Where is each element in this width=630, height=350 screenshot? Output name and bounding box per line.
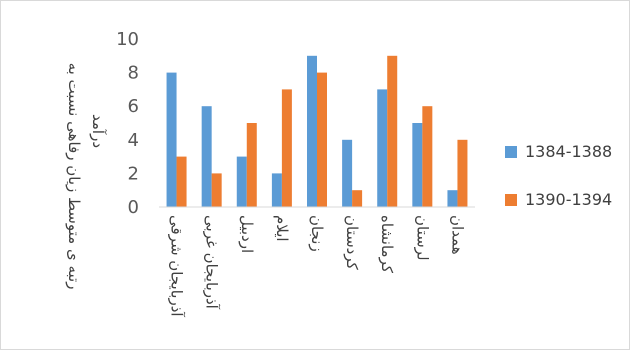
bar-1384-1388-1 bbox=[166, 72, 177, 207]
y-tick-label-8: 8 bbox=[128, 63, 139, 84]
y-axis-title-group: رتبه ی متوسط زیان رفاهی نسبت به درآمد bbox=[65, 63, 107, 290]
y-tick-label-2: 2 bbox=[128, 163, 139, 184]
bar-1384-1388-9 bbox=[447, 190, 458, 207]
bars bbox=[166, 55, 468, 207]
bar-1390-1394-7 bbox=[387, 55, 398, 207]
bar-1390-1394-3 bbox=[246, 123, 257, 207]
category-label-6: کردستان bbox=[343, 215, 361, 271]
bar-1384-1388-3 bbox=[236, 156, 247, 207]
category-label-9: همدان bbox=[448, 215, 466, 255]
y-axis-ticks: 0 2 4 6 8 10 bbox=[116, 29, 139, 218]
bar-1390-1394-4 bbox=[281, 89, 292, 207]
category-label-7: کرمانشاه bbox=[378, 215, 396, 274]
y-axis-title-line-2: درآمد bbox=[89, 114, 107, 148]
bar-1384-1388-2 bbox=[201, 106, 212, 207]
y-tick-label-6: 6 bbox=[128, 96, 139, 117]
y-tick-label-10: 10 bbox=[116, 29, 139, 50]
legend-swatch-1 bbox=[505, 146, 517, 158]
category-label-8: لرستان bbox=[413, 215, 431, 261]
legend: 1384-1388 1390-1394 bbox=[505, 142, 612, 209]
category-label-3: اردبیل bbox=[238, 215, 256, 253]
y-axis-title-line-1: رتبه ی متوسط زیان رفاهی نسبت به bbox=[65, 63, 83, 290]
legend-label-1: 1384-1388 bbox=[525, 142, 612, 161]
bar-1390-1394-6 bbox=[352, 190, 363, 207]
bar-1390-1394-1 bbox=[176, 156, 187, 207]
bar-1384-1388-8 bbox=[412, 123, 423, 207]
bar-1390-1394-5 bbox=[317, 72, 327, 207]
bar-1390-1394-2 bbox=[211, 173, 222, 207]
y-tick-label-0: 0 bbox=[128, 197, 139, 218]
category-labels: آذربایجان شرقی آذربایجان غربی اردبیل ایلام ز… bbox=[168, 215, 467, 317]
category-label-5: زنجان bbox=[308, 215, 326, 252]
category-label-1: آذربایجان شرقی bbox=[168, 215, 186, 317]
category-label-4: ایلام bbox=[273, 215, 291, 242]
bar-1384-1388-7 bbox=[377, 89, 388, 207]
bar-1390-1394-8 bbox=[422, 106, 433, 207]
legend-label-2: 1390-1394 bbox=[525, 190, 612, 209]
bar-1384-1388-4 bbox=[271, 173, 282, 207]
bar-1390-1394-9 bbox=[457, 139, 468, 207]
bar-1384-1388-6 bbox=[342, 139, 353, 207]
bar-1384-1388-5 bbox=[307, 55, 317, 207]
legend-swatch-2 bbox=[505, 194, 517, 206]
category-label-2: آذربایجان غربی bbox=[203, 215, 221, 310]
y-tick-label-4: 4 bbox=[128, 130, 139, 151]
